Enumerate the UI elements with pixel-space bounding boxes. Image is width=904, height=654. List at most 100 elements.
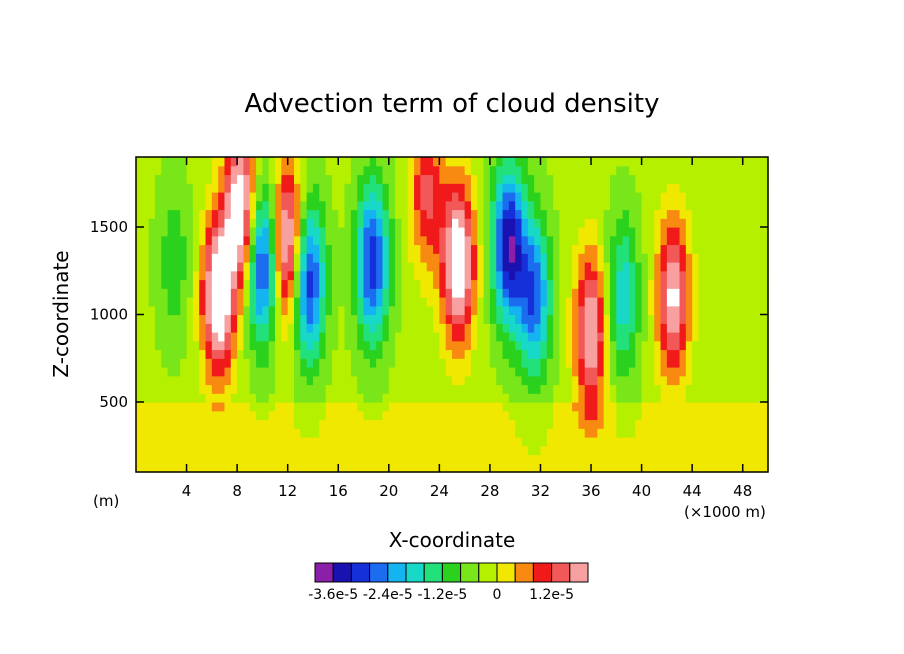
heatmap-cell (647, 297, 655, 307)
heatmap-cell (136, 183, 143, 193)
colorbar-swatch (369, 562, 389, 583)
heatmap-cell (591, 428, 598, 438)
heatmap-cell (654, 314, 662, 324)
heatmap-cell (294, 262, 301, 272)
heatmap-cell (357, 428, 365, 438)
heatmap-cell (344, 375, 352, 386)
heatmap-cell (237, 235, 245, 246)
heatmap-cell (268, 297, 276, 307)
heatmap-cell (666, 332, 674, 342)
heatmap-cell (616, 279, 624, 289)
heatmap-cell (369, 270, 377, 281)
heatmap-cell (736, 332, 744, 342)
heatmap-cell (622, 349, 630, 359)
heatmap-cell (641, 157, 649, 167)
heatmap-cell (287, 165, 295, 176)
heatmap-cell (312, 332, 320, 342)
heatmap-cell (742, 297, 750, 307)
heatmap-cell (249, 419, 257, 429)
heatmap-cell (578, 349, 586, 359)
heatmap-cell (527, 445, 535, 456)
heatmap-cell (338, 165, 346, 176)
heatmap-cell (414, 314, 421, 324)
heatmap-cell (698, 270, 706, 281)
heatmap-cell (452, 253, 459, 263)
heatmap-cell (578, 174, 586, 184)
heatmap-cell (736, 192, 744, 202)
heatmap-cell (154, 463, 162, 473)
heatmap-cell (275, 157, 282, 167)
heatmap-cell (647, 463, 655, 473)
heatmap-cell (350, 410, 358, 421)
heatmap-cell (205, 297, 213, 307)
heatmap-cell (597, 209, 605, 219)
heatmap-cell (186, 270, 194, 281)
heatmap-cell (483, 297, 491, 307)
heatmap-cell (470, 445, 478, 456)
heatmap-cell (256, 174, 263, 184)
heatmap-cell (357, 375, 365, 386)
heatmap-cell (723, 262, 731, 272)
heatmap-cell (711, 375, 719, 386)
heatmap-cell (496, 227, 504, 237)
heatmap-cell (685, 375, 693, 386)
heatmap-cell (249, 253, 257, 263)
heatmap-cell (761, 323, 769, 333)
heatmap-cell (458, 244, 466, 254)
heatmap-cell (654, 244, 662, 254)
heatmap-cell (357, 367, 365, 377)
heatmap-cell (452, 349, 459, 359)
heatmap-cell (173, 314, 181, 324)
heatmap-cell (730, 165, 737, 176)
heatmap-cell (717, 437, 725, 447)
heatmap-cell (376, 402, 384, 412)
heatmap-cell (199, 445, 207, 456)
heatmap-cell (565, 367, 573, 377)
heatmap-cell (502, 454, 510, 464)
heatmap-cell (426, 393, 434, 403)
heatmap-cell (698, 174, 706, 184)
heatmap-cell (281, 174, 289, 184)
heatmap-cell (420, 279, 428, 289)
heatmap-cell (553, 235, 561, 246)
heatmap-cell (477, 340, 485, 351)
heatmap-cell (458, 174, 466, 184)
heatmap-cell (268, 463, 276, 473)
heatmap-cell (312, 157, 320, 167)
heatmap-cell (521, 323, 529, 333)
heatmap-cell (382, 437, 390, 447)
heatmap-cell (262, 332, 270, 342)
heatmap-cell (426, 375, 434, 386)
heatmap-cell (761, 437, 769, 447)
heatmap-cell (616, 384, 624, 394)
heatmap-cell (433, 297, 440, 307)
heatmap-cell (508, 262, 516, 272)
heatmap-cell (281, 227, 289, 237)
heatmap-cell (256, 375, 263, 386)
heatmap-cell (287, 332, 295, 342)
heatmap-cell (641, 183, 649, 193)
heatmap-cell (407, 297, 415, 307)
heatmap-cell (161, 323, 169, 333)
heatmap-cell (173, 463, 181, 473)
heatmap-cell (464, 174, 472, 184)
heatmap-cell (489, 305, 497, 316)
heatmap-cell (142, 192, 150, 202)
heatmap-cell (584, 340, 592, 351)
heatmap-cell (268, 367, 276, 377)
heatmap-cell (426, 314, 434, 324)
heatmap-cell (167, 410, 175, 421)
heatmap-cell (527, 165, 535, 176)
heatmap-cell (679, 218, 687, 228)
heatmap-cell (363, 157, 371, 167)
heatmap-cell (287, 305, 295, 316)
heatmap-cell (470, 393, 478, 403)
x-axis: 4 8 12 16 20 24 28 32 36 40 44 48 (182, 157, 752, 500)
heatmap-cell (376, 279, 384, 289)
heatmap-cell (407, 253, 415, 263)
heatmap-cell (742, 209, 750, 219)
heatmap-cell (306, 358, 314, 368)
heatmap-cell (565, 218, 573, 228)
heatmap-cell (603, 200, 611, 211)
heatmap-cell (262, 218, 270, 228)
